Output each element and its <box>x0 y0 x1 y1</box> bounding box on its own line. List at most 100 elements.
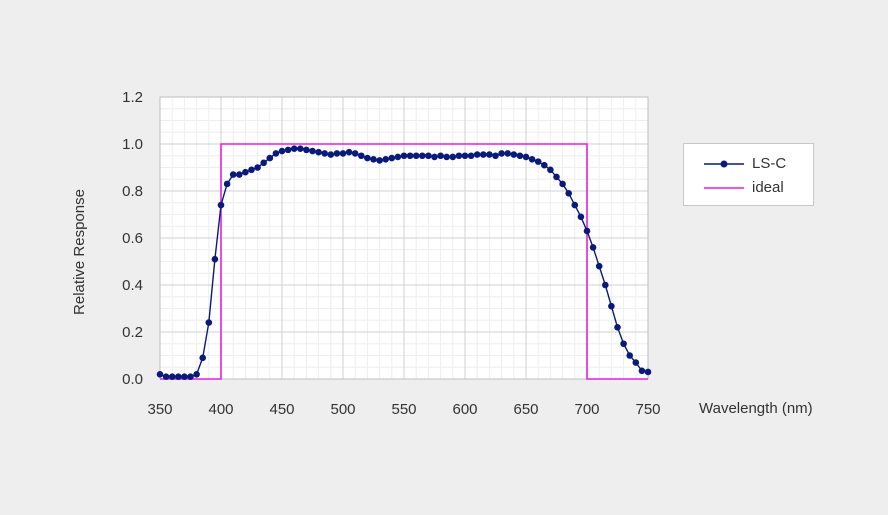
data-point-ls-c <box>272 150 280 157</box>
data-point-ls-c <box>602 281 609 289</box>
data-point-ls-c <box>614 324 621 331</box>
data-point-ls-c <box>345 148 353 156</box>
x-tick-label: 350 <box>147 401 172 418</box>
data-point-ls-c <box>327 151 335 158</box>
data-point-ls-c <box>608 302 615 310</box>
data-point-ls-c <box>419 152 426 160</box>
data-point-ls-c <box>193 371 200 378</box>
data-point-ls-c <box>370 155 377 163</box>
data-point-ls-c <box>632 359 640 366</box>
series-layer <box>156 143 652 380</box>
x-tick-label: 550 <box>391 401 416 418</box>
y-tick-label: 0.0 <box>122 371 143 388</box>
x-tick-label: 500 <box>330 401 355 418</box>
data-point-ls-c <box>394 153 402 161</box>
data-point-ls-c <box>473 151 481 158</box>
data-point-ls-c <box>638 367 646 375</box>
data-point-ls-c <box>541 161 548 169</box>
data-point-ls-c <box>516 152 524 160</box>
data-point-ls-c <box>431 153 438 161</box>
legend-item-ideal: ideal <box>684 178 813 198</box>
x-axis-tick-labels: 350 400 450 500 550 600 650 700 750 <box>147 401 660 418</box>
data-point-ls-c <box>303 146 310 154</box>
data-point-ls-c <box>242 168 249 176</box>
data-point-ls-c <box>425 152 432 160</box>
data-point-ls-c <box>181 373 188 380</box>
data-point-ls-c <box>553 173 560 181</box>
data-point-ls-c <box>278 147 286 155</box>
data-point-ls-c <box>620 340 627 348</box>
data-point-ls-c <box>376 157 383 164</box>
data-point-ls-c <box>236 171 243 178</box>
y-tick-label: 1.2 <box>122 89 143 106</box>
data-point-ls-c <box>583 227 591 235</box>
legend-swatch-ls-c <box>704 160 744 168</box>
data-point-ls-c <box>351 150 359 157</box>
x-tick-label: 600 <box>452 401 477 418</box>
data-point-ls-c <box>437 152 444 160</box>
data-point-ls-c <box>284 146 292 154</box>
data-point-ls-c <box>199 354 206 362</box>
y-tick-label: 0.2 <box>122 324 143 341</box>
data-point-ls-c <box>205 319 213 326</box>
legend-swatch-ideal <box>704 187 744 189</box>
x-tick-label: 400 <box>208 401 233 418</box>
data-point-ls-c <box>211 255 219 263</box>
data-point-ls-c <box>534 158 542 165</box>
data-point-ls-c <box>364 154 371 162</box>
data-point-ls-c <box>358 152 365 160</box>
data-point-ls-c <box>382 155 390 163</box>
data-point-ls-c <box>229 171 237 178</box>
data-point-ls-c <box>266 154 274 162</box>
y-axis-label: Relative Response <box>71 189 88 315</box>
data-point-ls-c <box>162 373 170 380</box>
data-point-ls-c <box>492 152 499 160</box>
data-point-ls-c <box>504 150 512 157</box>
x-tick-label: 750 <box>635 401 660 418</box>
data-point-ls-c <box>498 150 505 157</box>
data-point-ls-c <box>175 373 182 380</box>
data-point-ls-c <box>461 152 469 160</box>
data-point-ls-c <box>571 201 579 209</box>
data-point-ls-c <box>577 213 585 221</box>
data-point-ls-c <box>522 153 530 161</box>
data-point-ls-c <box>321 150 329 157</box>
data-point-ls-c <box>333 150 341 157</box>
x-tick-label: 450 <box>269 401 294 418</box>
data-point-ls-c <box>400 152 408 160</box>
plot-area-border <box>159 96 649 380</box>
data-point-ls-c <box>565 190 572 197</box>
data-point-ls-c <box>254 164 261 171</box>
y-tick-label: 0.8 <box>122 183 143 200</box>
legend: LS-C ideal <box>683 143 814 206</box>
data-point-ls-c <box>187 373 194 380</box>
y-tick-label: 0.4 <box>122 277 143 294</box>
x-tick-label: 700 <box>574 401 599 418</box>
data-point-ls-c <box>168 373 176 380</box>
data-point-ls-c <box>595 262 603 270</box>
data-point-ls-c <box>547 166 554 174</box>
data-point-ls-c <box>388 154 396 162</box>
y-axis-tick-labels: 0.0 0.2 0.4 0.6 0.8 1.0 1.2 <box>122 89 143 388</box>
data-point-ls-c <box>589 244 597 251</box>
legend-item-ls-c: LS-C <box>684 154 813 174</box>
data-point-ls-c <box>248 166 255 174</box>
data-point-ls-c <box>449 153 457 161</box>
legend-label-ideal: ideal <box>752 179 784 196</box>
data-point-ls-c <box>297 145 304 152</box>
data-point-ls-c <box>626 352 633 359</box>
series-line-ideal <box>160 143 648 380</box>
data-point-ls-c <box>510 151 518 158</box>
x-tick-label: 650 <box>513 401 538 418</box>
data-point-ls-c <box>480 151 487 158</box>
data-point-ls-c <box>339 150 347 157</box>
data-point-ls-c <box>223 180 231 188</box>
data-point-ls-c <box>443 153 451 161</box>
data-point-ls-c <box>217 201 225 209</box>
data-point-ls-c <box>467 152 475 160</box>
data-point-ls-c <box>559 180 566 188</box>
data-point-ls-c <box>309 147 316 155</box>
data-point-ls-c <box>260 159 268 167</box>
